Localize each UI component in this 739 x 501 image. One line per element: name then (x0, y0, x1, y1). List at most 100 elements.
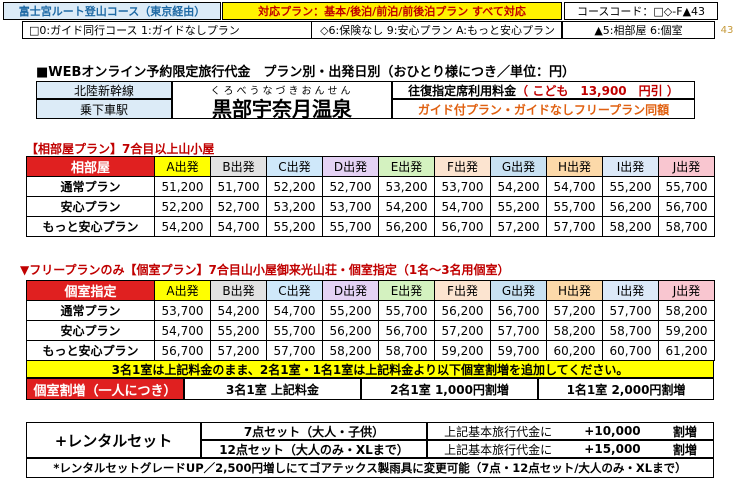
rental-price7-unit: 割増 (672, 424, 697, 439)
price-cell: 52,700 (322, 176, 379, 197)
table-row: 安心プラン 52,200 52,700 53,200 53,700 54,200 54,70… (26, 196, 715, 217)
price-cell: 55,700 (322, 216, 379, 237)
price-cell: 58,700 (602, 320, 659, 341)
shared-col-header: H出発 (546, 156, 603, 177)
price-cell: 57,200 (490, 216, 547, 237)
private-col-header: I出発 (602, 280, 659, 301)
table-row: 通常プラン 51,200 51,700 52,200 52,700 53,200 53,70… (26, 176, 715, 197)
station-box: くろべうなづきおんせん 黒部宇奈月温泉 (172, 81, 392, 121)
price-cell: 51,200 (154, 176, 211, 197)
page-number: 43 (720, 24, 734, 36)
private-col-header: G出発 (490, 280, 547, 301)
shared-col-header: B出発 (210, 156, 267, 177)
rental-price7: 上記基本旅行代金に +10,000 割増 (427, 422, 714, 440)
legend-guide: □0:ガイド同行コース 1:ガイドなしプラン (29, 24, 240, 37)
private-col-header: F出発 (434, 280, 491, 301)
shared-header-label: 相部屋 (26, 156, 155, 177)
price-cell: 54,700 (266, 300, 323, 321)
fare-row: 往復指定席利用料金 （ こども 13,900 円引 ） (392, 81, 695, 99)
table-row: もっと安心プラン 54,200 54,700 55,200 55,700 56,200 56… (26, 216, 715, 237)
table-row: もっと安心プラン 56,700 57,200 57,700 58,200 58,700 59… (26, 340, 715, 361)
price-cell: 54,200 (154, 216, 211, 237)
table-row: 通常プラン 53,700 54,200 54,700 55,200 55,700 56,20… (26, 300, 715, 321)
private-header-label: 個室指定 (26, 280, 155, 301)
price-cell: 54,700 (546, 176, 603, 197)
price-cell: 60,700 (602, 340, 659, 361)
fare-label: 往復指定席利用料金 (408, 83, 517, 98)
station-name: 黒部宇奈月温泉 (212, 96, 352, 121)
row-label: もっと安心プラン (26, 216, 155, 237)
price-cell: 51,700 (210, 176, 267, 197)
surcharge-1: 1名1室 2,000円割増 (538, 378, 714, 400)
shared-col-header: A出発 (154, 156, 211, 177)
table-row: 安心プラン 54,700 55,200 55,700 56,200 56,700 57,20… (26, 320, 715, 341)
price-cell: 55,200 (490, 196, 547, 217)
price-cell: 52,700 (210, 196, 267, 217)
shared-col-header: G出発 (490, 156, 547, 177)
price-cell: 55,200 (266, 216, 323, 237)
price-cell: 57,200 (210, 340, 267, 361)
price-cell: 56,700 (658, 196, 715, 217)
price-cell: 58,200 (658, 300, 715, 321)
price-cell: 58,200 (546, 320, 603, 341)
price-cell: 53,700 (434, 176, 491, 197)
rental-note: *レンタルセットグレードUP／2,500円増しにてゴアテックス製雨具に変更可能（… (26, 458, 714, 478)
station-furigana: くろべうなづきおんせん (210, 85, 354, 97)
price-cell: 52,200 (154, 196, 211, 217)
price-cell: 55,700 (266, 320, 323, 341)
shared-col-header: C出発 (266, 156, 323, 177)
price-cell: 56,700 (490, 300, 547, 321)
price-cell: 56,700 (434, 216, 491, 237)
price-cell: 53,700 (154, 300, 211, 321)
shared-col-header: I出発 (602, 156, 659, 177)
price-cell: 58,200 (322, 340, 379, 361)
price-cell: 57,700 (546, 216, 603, 237)
price-cell: 57,700 (602, 300, 659, 321)
shared-price-table: 相部屋 A出発 B出発 C出発 D出発 E出発 F出発 G出発 H出発 I出発 J出発 通常プラン 51… (26, 156, 715, 237)
price-cell: 54,200 (210, 300, 267, 321)
price-cell: 55,200 (210, 320, 267, 341)
private-note: 3名1室は上記料金のまま、2名1室・1名1室は上記料金より以下個室割増を追加して… (26, 360, 714, 378)
surcharge-2: 2名1室 1,000円割増 (361, 378, 538, 400)
price-cell: 55,700 (658, 176, 715, 197)
departure-station-label: 乗下車駅 (36, 99, 172, 119)
surcharge-3: 3名1室 上記料金 (184, 378, 361, 400)
legend-guide-insurance: □0:ガイド同行コース 1:ガイドなしプラン ◇6:保険なし 9:安心プラン A… (22, 21, 562, 39)
shared-col-header: J出発 (658, 156, 715, 177)
price-cell: 56,200 (322, 320, 379, 341)
row-label: もっと安心プラン (26, 340, 155, 361)
rental-price12-text: 上記基本旅行代金に (444, 442, 553, 457)
price-cell: 55,200 (322, 300, 379, 321)
shared-col-header: E出発 (378, 156, 435, 177)
fare-child: （ こども 13,900 円引 ） (516, 83, 679, 98)
price-cell: 52,200 (266, 176, 323, 197)
price-cell: 59,200 (434, 340, 491, 361)
plan-note: ガイド付プラン・ガイドなしフリープラン同額 (392, 99, 695, 119)
row-label: 通常プラン (26, 300, 155, 321)
course-code: コースコード：□◇-F▲43 (564, 2, 718, 20)
price-cell: 60,200 (546, 340, 603, 361)
price-cell: 55,200 (602, 176, 659, 197)
price-title: ■WEBオンライン予約限定旅行代金 プラン別・出発日別（おひとり様につき／単位：… (36, 64, 576, 80)
private-col-header: C出発 (266, 280, 323, 301)
price-cell: 61,200 (658, 340, 715, 361)
price-cell: 56,200 (378, 216, 435, 237)
private-col-header: D出発 (322, 280, 379, 301)
private-col-header: H出発 (546, 280, 603, 301)
price-cell: 58,700 (658, 216, 715, 237)
price-cell: 55,700 (546, 196, 603, 217)
rental-price7-text: 上記基本旅行代金に (444, 424, 553, 439)
rental-set12: 12点セット（大人のみ・XLまで） (201, 440, 427, 458)
price-cell: 59,700 (490, 340, 547, 361)
rental-price12-amount: +15,000 (584, 442, 641, 456)
private-col-header: B出発 (210, 280, 267, 301)
price-cell: 55,700 (378, 300, 435, 321)
price-cell: 54,200 (490, 176, 547, 197)
price-cell: 58,200 (602, 216, 659, 237)
price-cell: 56,200 (602, 196, 659, 217)
row-label: 通常プラン (26, 176, 155, 197)
legend-insurance: ◇6:保険なし 9:安心プラン A:もっと安心プラン (311, 22, 555, 38)
price-cell: 56,700 (154, 340, 211, 361)
rental-price12: 上記基本旅行代金に +15,000 割増 (427, 440, 714, 458)
private-section-title: ▼フリープランのみ【個室プラン】7合目山小屋御来光山荘・個室指定（1名～3名用個… (20, 262, 510, 277)
